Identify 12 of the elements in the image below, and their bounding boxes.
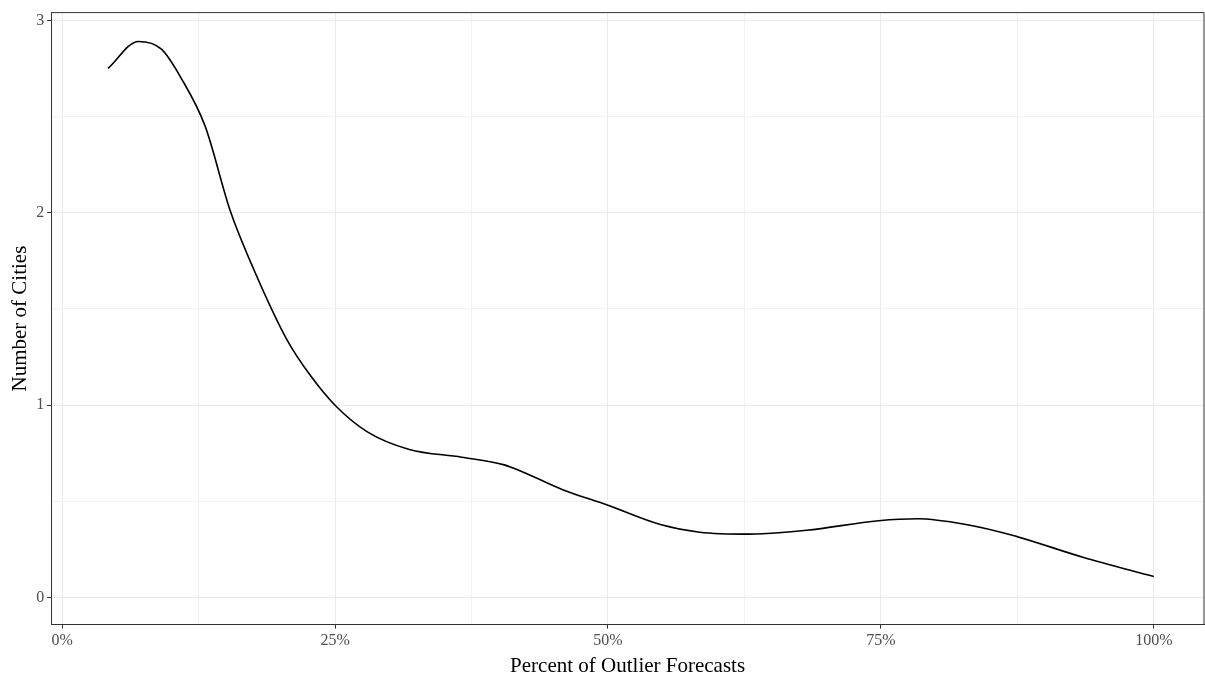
y-tick-label: 2: [36, 202, 45, 220]
x-tick-label: 0%: [51, 631, 73, 649]
y-axis-title: Number of Cities: [7, 245, 32, 392]
x-tick-label: 75%: [866, 631, 896, 649]
x-axis-title: Percent of Outlier Forecasts: [510, 652, 746, 677]
x-tick-label: 50%: [593, 631, 623, 649]
y-tick-label: 1: [36, 395, 45, 413]
y-tick-label: 3: [36, 10, 45, 28]
y-tick-label: 0: [36, 587, 45, 605]
x-tick-label: 25%: [320, 631, 350, 649]
x-tick-label: 100%: [1135, 631, 1173, 649]
line-series: [107, 40, 1155, 578]
